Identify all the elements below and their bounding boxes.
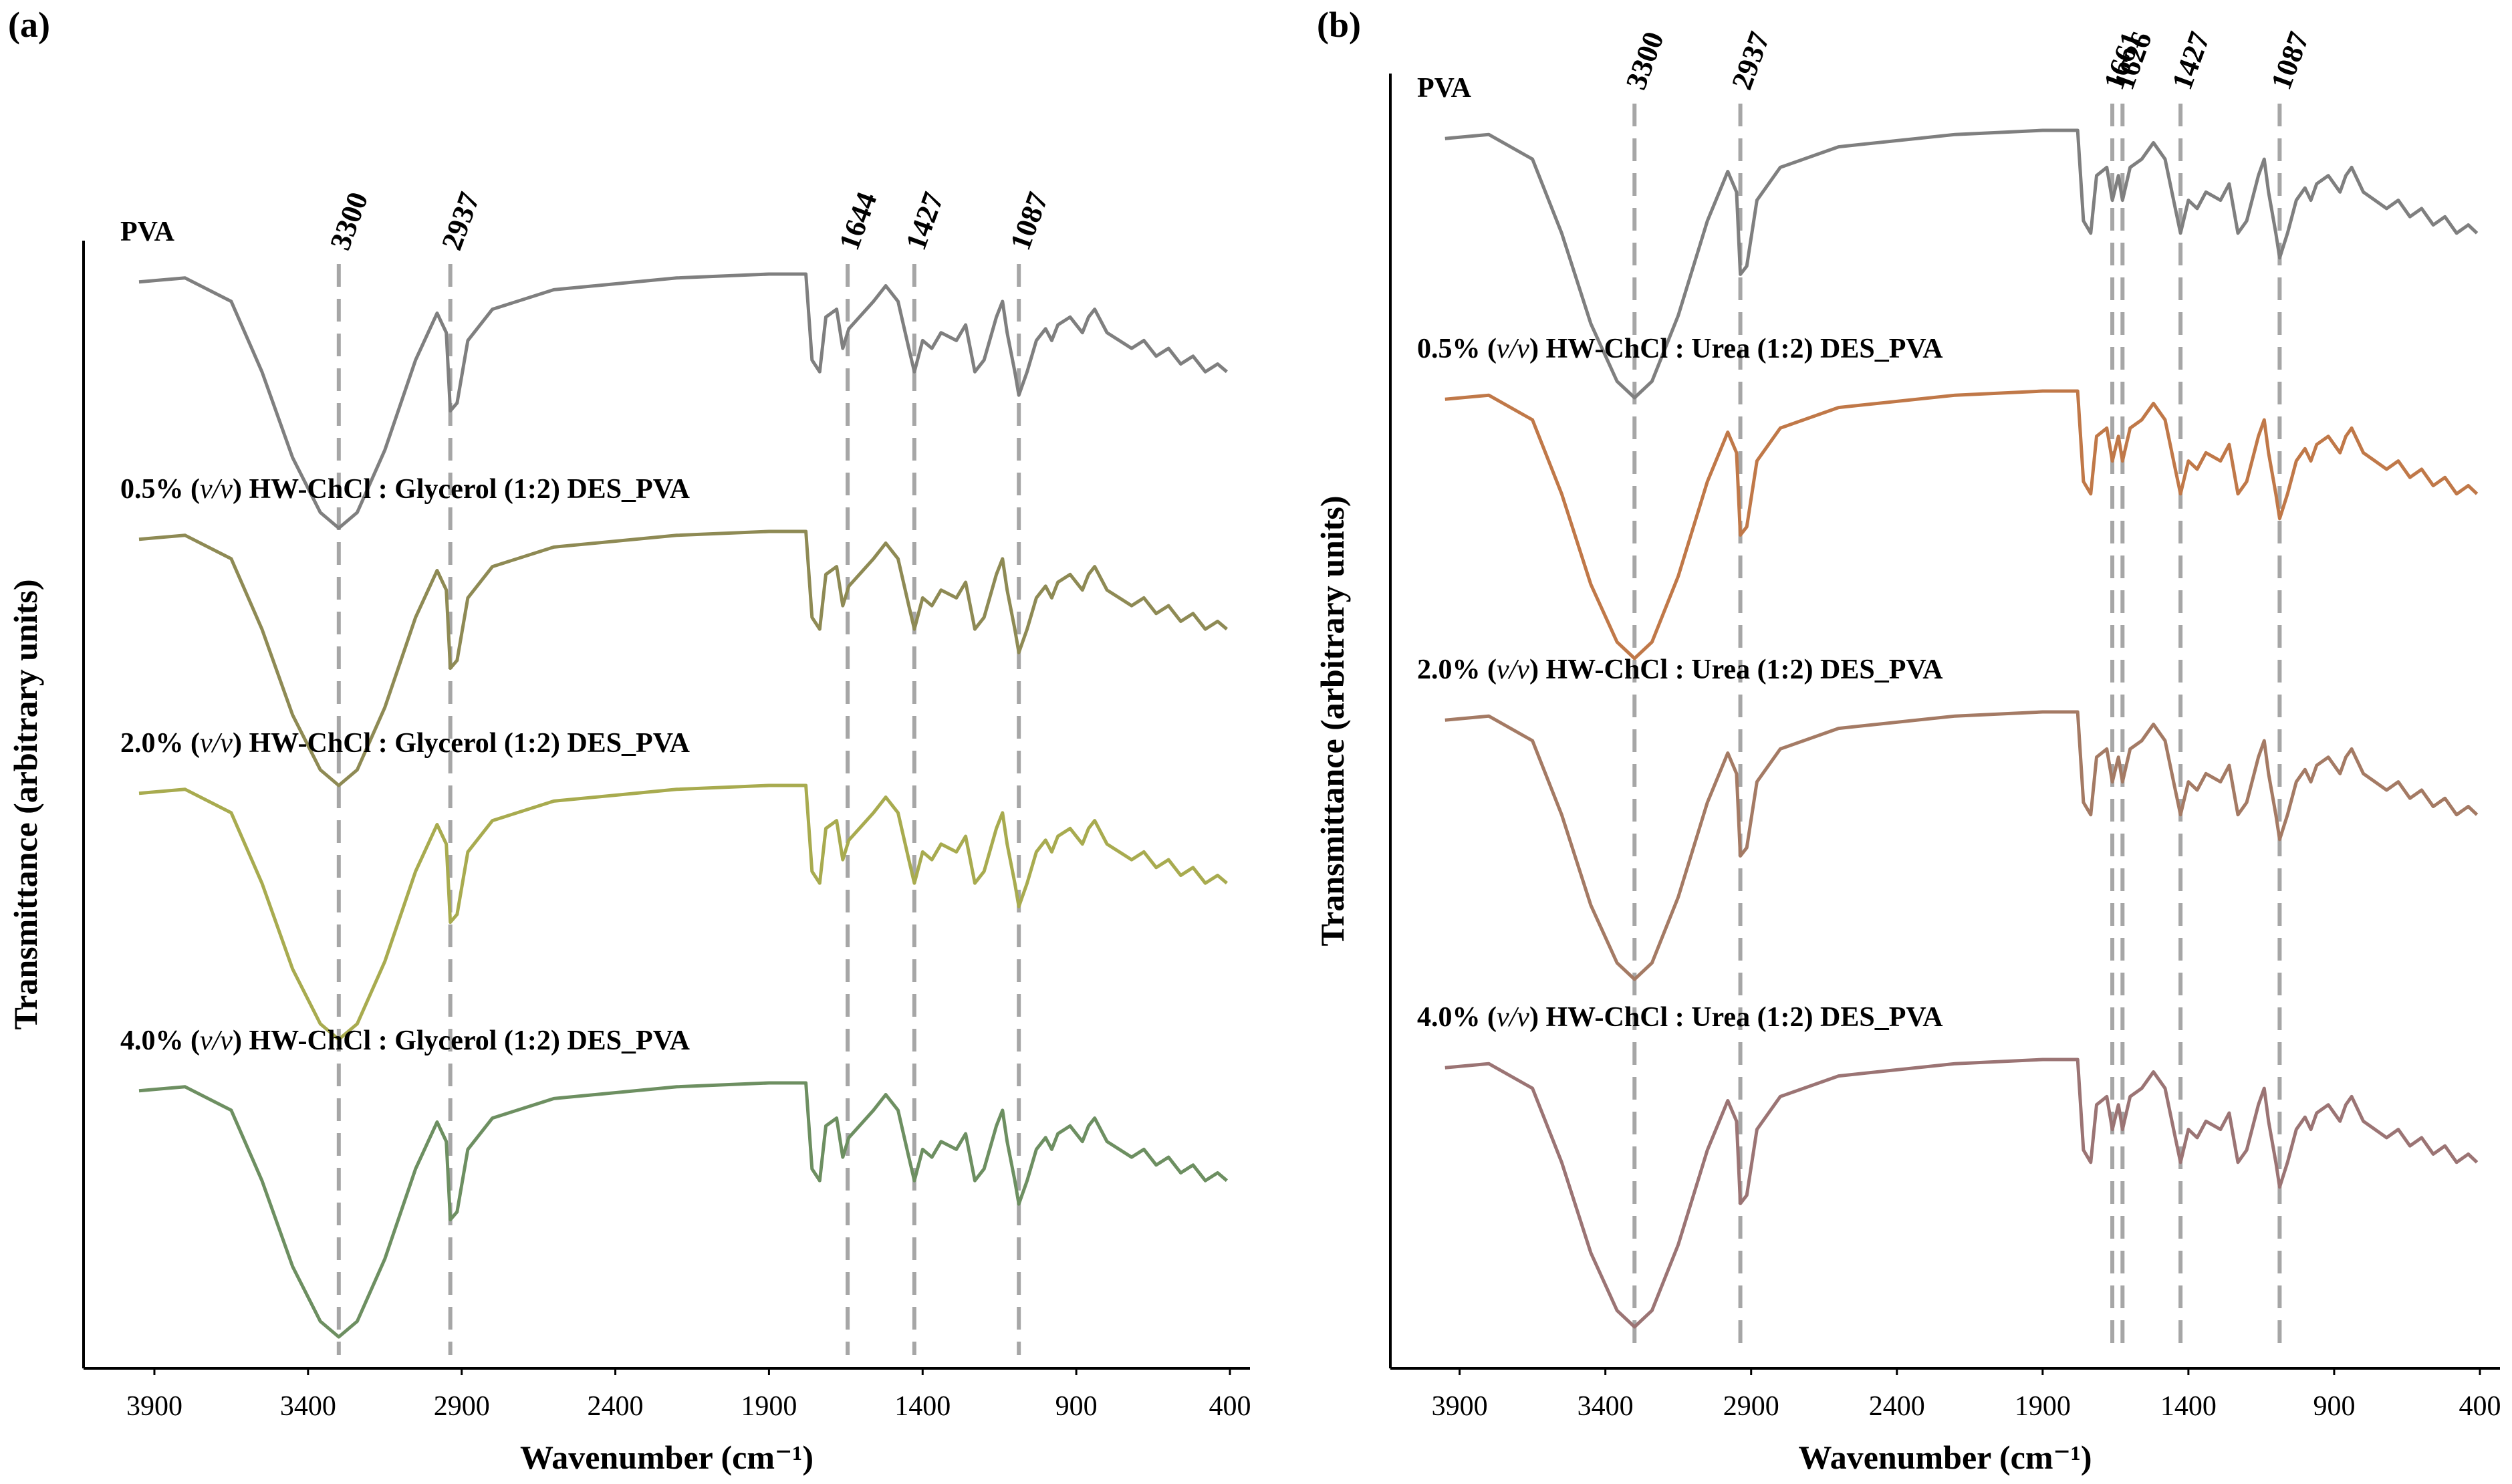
chart-panel-b: (b) Transmittance (arbitrary units) 3900 34… bbox=[1313, 5, 2501, 1476]
panel-label: (b) bbox=[1317, 5, 1361, 45]
peak-marker-label: 1087 bbox=[2265, 27, 2315, 94]
x-tick-label: 900 bbox=[2313, 1391, 2355, 1422]
series-label: 0.5% (v/v) HW-ChCl : Glycerol (1:2) DES_… bbox=[120, 474, 690, 505]
peak-marker-label: 2937 bbox=[435, 188, 486, 254]
series-line bbox=[1445, 389, 2479, 660]
x-tick-label: 1400 bbox=[894, 1391, 951, 1422]
peak-marker-label: 3300 bbox=[1620, 27, 1670, 94]
series-label: 0.5% (v/v) HW-ChCl : Urea (1:2) DES_PVA bbox=[1417, 334, 1943, 364]
x-axis-title: Wavenumber (cm⁻¹) bbox=[1798, 1439, 2092, 1476]
peak-marker-label: 2937 bbox=[1725, 27, 1776, 94]
series-line bbox=[138, 1081, 1229, 1339]
x-tick-label: 1900 bbox=[2015, 1391, 2071, 1422]
peak-marker-label: 1644 bbox=[832, 188, 883, 254]
series-label: 2.0% (v/v) HW-ChCl : Glycerol (1:2) DES_… bbox=[120, 728, 690, 759]
series-label: 4.0% (v/v) HW-ChCl : Glycerol (1:2) DES_… bbox=[120, 1025, 690, 1056]
series-line bbox=[138, 529, 1229, 787]
x-tick-label: 1400 bbox=[2160, 1391, 2217, 1422]
peak-marker-label: 1087 bbox=[1004, 188, 1055, 254]
peak-marker-label: 1427 bbox=[2165, 27, 2216, 94]
series-line bbox=[138, 783, 1229, 1041]
series-line bbox=[1445, 710, 2479, 981]
x-tick-label: 3400 bbox=[1578, 1391, 1634, 1422]
x-tick-label: 400 bbox=[1209, 1391, 1251, 1422]
series-label: 4.0% (v/v) HW-ChCl : Urea (1:2) DES_PVA bbox=[1417, 1002, 1943, 1033]
peak-marker-label: 3300 bbox=[324, 188, 374, 254]
y-axis-title: Transmittance (arbitrary units) bbox=[1313, 496, 1351, 947]
x-tick-label: 400 bbox=[2459, 1391, 2501, 1422]
x-tick-label: 3900 bbox=[126, 1391, 182, 1422]
x-tick-label: 2400 bbox=[588, 1391, 644, 1422]
series-label: PVA bbox=[120, 217, 175, 247]
series-line bbox=[138, 272, 1229, 530]
y-axis-title: Transmittance (arbitrary units) bbox=[7, 580, 44, 1030]
x-tick-label: 900 bbox=[1055, 1391, 1098, 1422]
series-label: 2.0% (v/v) HW-ChCl : Urea (1:2) DES_PVA bbox=[1417, 654, 1943, 685]
panel-label: (a) bbox=[8, 5, 50, 45]
series-line bbox=[1445, 1058, 2479, 1329]
x-tick-label: 3400 bbox=[280, 1391, 336, 1422]
x-tick-label: 3900 bbox=[1432, 1391, 1488, 1422]
series-label: PVA bbox=[1417, 73, 1472, 104]
chart-panel-a: (a) Transmittance (arbitrary units) 3900 34… bbox=[7, 5, 1251, 1476]
series-line bbox=[1445, 128, 2479, 400]
x-tick-label: 2900 bbox=[1723, 1391, 1779, 1422]
x-axis-title: Wavenumber (cm⁻¹) bbox=[520, 1439, 813, 1476]
x-tick-label: 1900 bbox=[741, 1391, 797, 1422]
x-tick-label: 2900 bbox=[434, 1391, 490, 1422]
peak-marker-label: 1427 bbox=[899, 188, 950, 254]
x-tick-label: 2400 bbox=[1869, 1391, 1925, 1422]
